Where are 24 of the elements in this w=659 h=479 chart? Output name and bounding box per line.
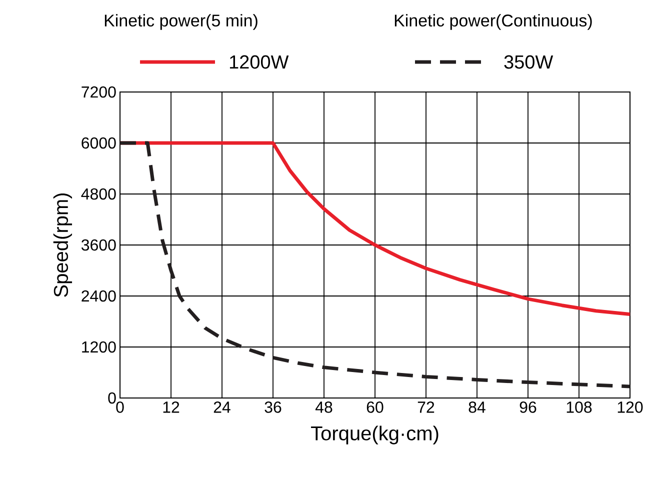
y-tick-label: 7200 <box>82 86 116 98</box>
y-axis-title: Speed(rpm) <box>53 193 72 297</box>
x-axis-title: Torque(kg·cm) <box>311 426 438 444</box>
text: Kinetic power(Continuous) <box>394 14 592 30</box>
x-tick-label: 120 <box>618 402 643 413</box>
x-tick-label: 108 <box>566 402 592 413</box>
text: Kinetic power(5 min) <box>104 14 258 30</box>
x-tick-label: 36 <box>264 402 282 413</box>
x-tick-label: 0 <box>116 402 124 413</box>
y-tick-label: 2400 <box>82 290 116 302</box>
x-tick-label: 84 <box>468 402 486 413</box>
x-tick-label: 96 <box>520 402 536 413</box>
x-tick-label: 48 <box>315 402 332 413</box>
x-tick-label: 24 <box>214 402 230 413</box>
y-tick-label: 4800 <box>81 188 116 200</box>
x-tick-label: 72 <box>418 402 434 413</box>
y-tick-label: 3600 <box>81 239 116 251</box>
y-tick-label: 6000 <box>82 137 116 149</box>
legend-label: 350W <box>504 55 554 69</box>
x-tick-label: 12 <box>163 402 180 413</box>
x-tick-label: 60 <box>366 402 384 413</box>
legend-label: 1200W <box>230 55 289 69</box>
y-tick-label: 0 <box>108 392 116 404</box>
y-tick-label: 1200 <box>82 341 116 353</box>
